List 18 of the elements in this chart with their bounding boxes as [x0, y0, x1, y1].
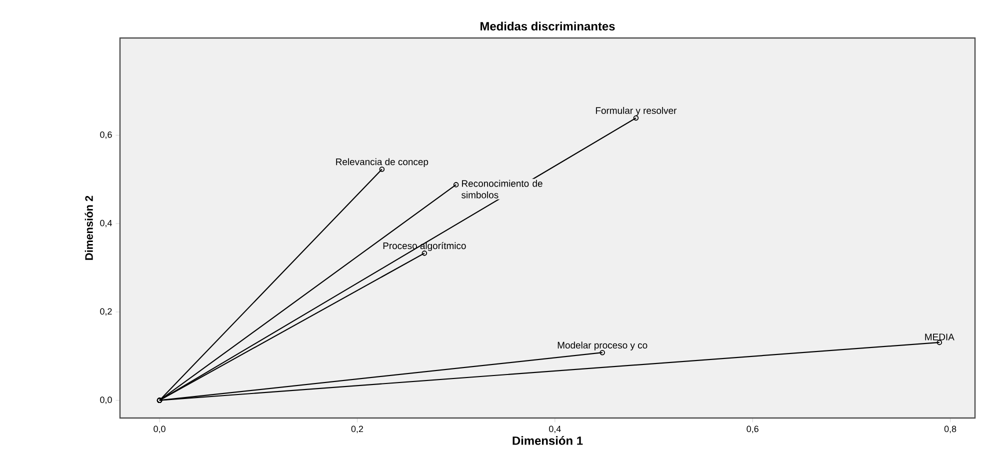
- x-tick-label: 0,0: [154, 426, 166, 434]
- y-tick-label: 0,4: [100, 220, 112, 228]
- x-axis-title: Dimensión 1: [512, 436, 583, 445]
- series-label: Formular y resolver: [596, 106, 677, 116]
- y-tick-label: 0,2: [100, 308, 112, 316]
- series-label: Proceso algorítmico: [383, 242, 466, 251]
- y-axis-title: Dimensión 2: [84, 196, 93, 260]
- x-tick-label: 0,2: [351, 426, 364, 434]
- x-tick-label: 0,6: [746, 426, 758, 434]
- series-label: Modelar proceso y co: [558, 342, 648, 350]
- x-tick-label: 0,8: [944, 426, 956, 434]
- chart-title: Medidas discriminantes: [480, 22, 615, 30]
- series-label: MEDIA: [925, 334, 954, 340]
- series-label: Relevancia de concep: [336, 158, 428, 168]
- y-tick-label: 0,6: [100, 132, 112, 139]
- series-label: Reconocimiento de simbolos: [462, 180, 542, 198]
- x-tick-label: 0,4: [549, 426, 561, 434]
- y-tick-label: 0,0: [100, 396, 112, 404]
